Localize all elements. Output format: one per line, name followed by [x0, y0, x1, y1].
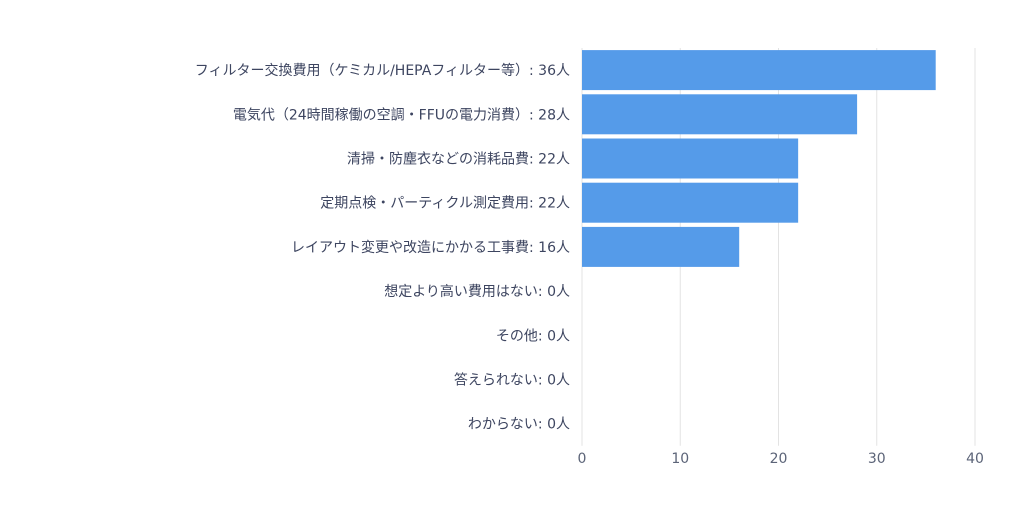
x-tick-label: 30: [868, 451, 886, 467]
x-tick-label: 10: [671, 451, 689, 467]
category-label: 定期点検・パーティクル測定費用: 22人: [320, 196, 570, 212]
bar: [582, 226, 740, 267]
bar: [582, 182, 799, 223]
category-label: わからない: 0人: [468, 417, 570, 433]
category-label: 清掃・防塵衣などの消耗品費: 22人: [347, 151, 570, 168]
category-labels: フィルター交換費用（ケミカル/HEPAフィルター等）: 36人電気代（24時間稼…: [195, 62, 570, 433]
x-axis-ticks: 0 10 20 30 40: [578, 451, 984, 467]
category-label: フィルター交換費用（ケミカル/HEPAフィルター等）: 36人: [195, 62, 570, 79]
category-label: その他: 0人: [496, 328, 570, 344]
category-label: 答えられない: 0人: [454, 372, 570, 389]
category-label: 電気代（24時間稼働の空調・FFUの電力消費）: 28人: [233, 107, 570, 123]
bars: [582, 50, 936, 267]
bar: [582, 94, 858, 135]
bar: [582, 50, 936, 91]
x-tick-label: 20: [770, 451, 788, 467]
x-tick-label: 40: [966, 451, 984, 467]
category-label: 想定より高い費用はない: 0人: [384, 283, 570, 300]
x-tick-label: 0: [578, 451, 587, 467]
category-label: レイアウト変更や改造にかかる工事費: 16人: [291, 239, 570, 256]
bar: [582, 138, 799, 179]
